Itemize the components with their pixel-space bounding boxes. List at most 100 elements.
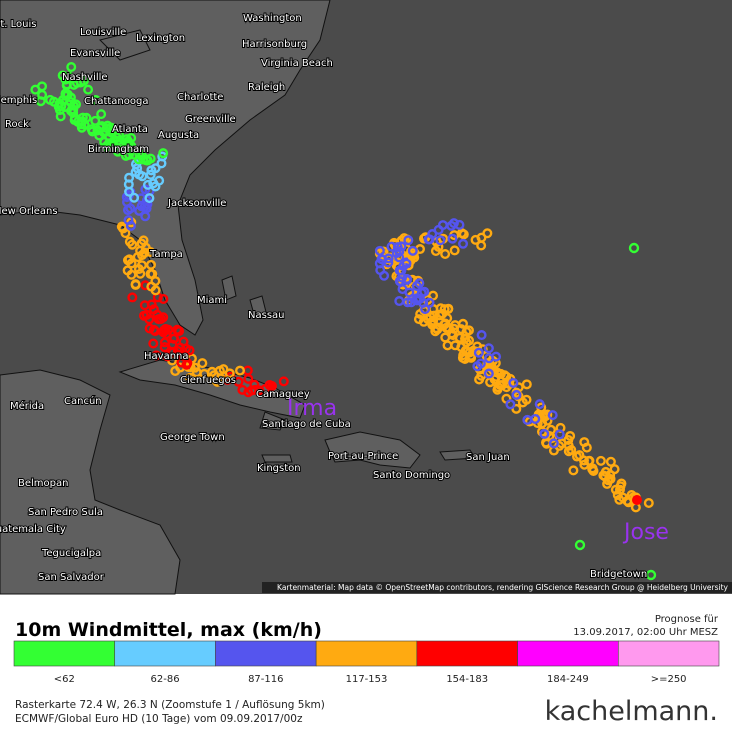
legend-swatch	[13, 640, 116, 667]
track-marker	[406, 297, 417, 308]
city: Louisville	[80, 27, 126, 38]
track-marker	[386, 241, 397, 252]
city: San Salvador	[38, 572, 105, 583]
track-marker	[278, 376, 289, 387]
forecast-time: 13.09.2017, 02:00 Uhr MESZ	[573, 627, 718, 638]
track-marker	[511, 389, 522, 400]
legend-label: 184-249	[547, 674, 589, 685]
track-marker	[148, 338, 159, 349]
track-marker	[401, 258, 412, 269]
track-marker	[615, 481, 626, 492]
track-marker	[547, 410, 558, 421]
track-marker	[146, 299, 157, 310]
track-marker	[425, 311, 436, 322]
track-marker	[461, 337, 472, 348]
track-marker	[418, 297, 429, 308]
storm-tracks	[30, 61, 657, 581]
track-marker	[403, 235, 414, 246]
attribution-bg	[262, 582, 732, 593]
track-marker	[645, 569, 657, 581]
track-marker	[141, 309, 152, 320]
track-marker	[159, 342, 170, 353]
track-marker	[595, 455, 606, 466]
track-marker	[161, 329, 172, 340]
track-marker	[603, 475, 614, 486]
track-marker	[124, 186, 135, 197]
track-marker	[90, 94, 101, 105]
city: Nashville	[62, 72, 108, 83]
footer-line: ECMWF/Global Euro HD (10 Tage) vom 09.09…	[15, 713, 303, 725]
city: Bridgetown	[590, 569, 647, 580]
track-marker	[99, 137, 110, 148]
track-marker	[191, 367, 202, 378]
track-marker	[129, 192, 140, 203]
track-marker	[432, 324, 443, 335]
city: Cancún	[64, 395, 102, 407]
track-marker	[379, 270, 390, 281]
track-marker	[122, 265, 133, 276]
track-marker	[101, 123, 112, 134]
footer-line: Rasterkarte 72.4 W, 26.3 N (Zoomstufe 1 …	[15, 699, 325, 711]
track-marker	[470, 234, 481, 245]
track-marker	[448, 218, 459, 229]
track-marker	[501, 371, 512, 382]
track-marker	[96, 109, 107, 120]
track-marker	[156, 158, 167, 169]
track-marker	[30, 84, 41, 95]
track-marker	[66, 61, 77, 72]
city: Birmingham	[88, 144, 149, 155]
track-marker	[60, 74, 71, 85]
track-marker	[623, 497, 634, 508]
track-marker	[600, 466, 611, 477]
city: Washington	[243, 13, 302, 24]
track-marker	[397, 284, 408, 295]
track-marker	[123, 149, 134, 160]
track-marker	[250, 384, 261, 395]
track-marker	[563, 434, 574, 445]
track-marker	[459, 353, 470, 364]
track-marker	[454, 219, 465, 230]
track-marker	[132, 252, 143, 263]
track-marker	[140, 280, 151, 291]
track-marker	[539, 428, 550, 439]
legend-swatch	[517, 640, 619, 667]
forecast-label: Prognose für	[655, 614, 719, 625]
legend-swatch	[416, 640, 518, 667]
track-marker	[158, 294, 169, 305]
track-marker	[182, 357, 193, 368]
track-marker	[65, 97, 76, 108]
track-marker	[158, 148, 169, 159]
track-marker	[170, 365, 181, 376]
city: Evansville	[70, 48, 120, 59]
city: Rock	[5, 119, 29, 130]
track-marker	[472, 361, 483, 372]
track-marker	[419, 286, 430, 297]
city: Raleigh	[248, 82, 285, 93]
track-marker	[391, 248, 402, 259]
track-marker	[135, 268, 146, 279]
track-marker	[130, 279, 141, 290]
track-marker	[566, 444, 577, 455]
track-marker	[617, 492, 628, 503]
track-marker	[402, 297, 413, 308]
track-marker	[383, 253, 394, 264]
track-marker	[435, 303, 446, 314]
legend: <62 62-86 87-116 117-153 154-183 184-249 >=250	[13, 640, 720, 685]
city: St. Louis	[0, 19, 36, 30]
track-marker	[184, 345, 195, 356]
track-marker	[396, 265, 407, 276]
city: Virginia Beach	[261, 58, 333, 69]
track-marker	[185, 372, 196, 383]
track-marker	[79, 119, 90, 130]
city: Camaguey	[256, 389, 310, 400]
track-marker	[521, 379, 532, 390]
track-marker	[449, 245, 460, 256]
track-marker	[511, 403, 522, 414]
track-marker	[605, 456, 616, 467]
track-marker	[443, 323, 454, 334]
track-marker	[456, 324, 467, 335]
track-marker	[424, 297, 435, 308]
track-marker	[127, 292, 138, 303]
city: Havanna	[144, 351, 189, 362]
track-marker	[136, 260, 147, 271]
